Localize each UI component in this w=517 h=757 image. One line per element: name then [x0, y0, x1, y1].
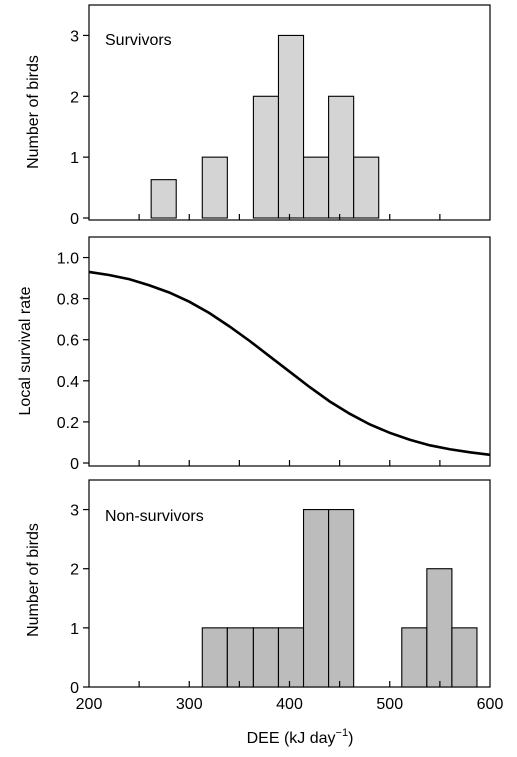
non-survivors-bar-6 [328, 509, 355, 688]
survivors-y-tick-label-2: 1 [70, 150, 79, 167]
non-survivors-x-ticks [138, 681, 441, 687]
survivors-y-tick-label-3: 2 [70, 89, 79, 106]
non-survivors-bar-2 [226, 627, 254, 688]
non-survivors-bar-9 [451, 627, 478, 688]
x-tick-label-2: 300 [176, 696, 203, 713]
non-survivors-y-tick-label-1: 0 [70, 680, 79, 697]
survival-curve-y-tick-label-6: 1.0 [57, 251, 79, 268]
x-axis-title-main: DEE (kJ day [247, 730, 336, 747]
non-survivors-bar-4 [277, 627, 305, 688]
non-survivors-label: Non-survivors [105, 508, 204, 525]
survivors-y-axis-title: Number of birds [25, 55, 42, 169]
non-survivors-bar-8 [426, 568, 453, 688]
survival-curve-y-ticks: 0 0.2 0.4 0.6 0.8 1.0 [57, 251, 89, 473]
non-survivors-bar-3 [252, 627, 280, 688]
x-tick-label-3: 400 [276, 696, 303, 713]
non-survivors-bar-1 [201, 627, 228, 688]
non-survivors-bar-5 [302, 509, 330, 688]
non-survivors-y-ticks: 0 1 2 3 [70, 503, 89, 697]
survivors-panel: 0 1 2 3 Survivors Number of birds [25, 4, 491, 228]
survival-curve-panel: 0 0.2 0.4 0.6 0.8 1.0 Local survival rate [17, 236, 491, 473]
x-axis-title-superscript: −1 [336, 727, 349, 739]
survivors-bar-7 [353, 156, 380, 219]
non-survivors-y-tick-label-3: 2 [70, 562, 79, 579]
x-axis-title: DEE (kJ day−1) [247, 727, 354, 747]
survival-curve-y-tick-label-3: 0.4 [57, 374, 79, 391]
survivors-label: Survivors [105, 32, 172, 49]
survivors-bar-3 [252, 95, 280, 219]
survival-curve-y-axis-title: Local survival rate [17, 286, 34, 415]
survival-curve-y-tick-label-5: 0.8 [57, 292, 79, 309]
non-survivors-panel: 0 1 2 3 200 300 400 500 600 Non-survivors Numbe… [25, 479, 504, 713]
x-tick-label-1: 200 [76, 696, 103, 713]
survivors-bar-6 [328, 95, 355, 219]
non-survivors-y-tick-label-4: 3 [70, 503, 79, 520]
survivors-bars [150, 34, 380, 219]
x-tick-label-4: 500 [376, 696, 403, 713]
survivors-bar-1 [150, 179, 177, 219]
survivors-x-ticks [138, 214, 441, 220]
survivors-bar-4 [277, 34, 305, 219]
survivors-y-tick-label-1: 0 [70, 211, 79, 228]
survivors-bar-5 [302, 156, 330, 219]
x-tick-label-5: 600 [477, 696, 504, 713]
survival-curve-y-tick-label-2: 0.2 [57, 415, 79, 432]
non-survivors-bars [201, 509, 478, 688]
survival-curve-y-tick-label-4: 0.6 [57, 333, 79, 350]
x-axis-title-end: ) [348, 730, 353, 747]
survival-curve-plot-frame [88, 236, 491, 467]
survivors-y-tick-label-4: 3 [70, 28, 79, 45]
non-survivors-y-tick-label-2: 1 [70, 621, 79, 638]
non-survivors-x-tick-labels: 200 300 400 500 600 [76, 696, 504, 713]
survivors-y-ticks: 0 1 2 3 [70, 28, 89, 228]
non-survivors-bar-7 [401, 627, 428, 688]
survivors-bar-2 [201, 156, 228, 219]
survival-curve-x-ticks [138, 460, 441, 466]
survival-curve-y-tick-label-1: 0 [70, 456, 79, 473]
survival-curve-line [88, 270, 491, 457]
non-survivors-y-axis-title: Number of birds [25, 523, 42, 637]
